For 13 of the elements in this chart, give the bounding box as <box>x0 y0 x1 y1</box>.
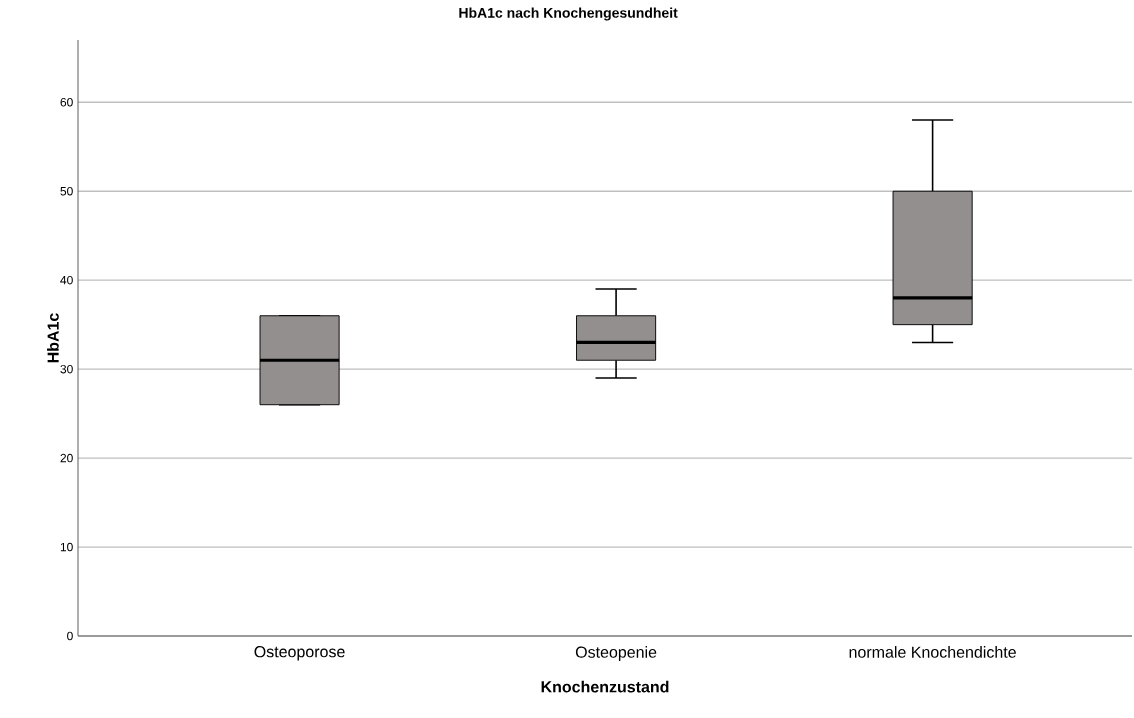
y-tick-label: 40 <box>60 275 73 285</box>
y-axis-title: HbA1c <box>47 313 59 363</box>
x-tick-label: normale Knochendichte <box>849 646 1016 658</box>
x-tick-label: Osteopenie <box>575 646 657 661</box>
x-tick-label: Osteoporose <box>254 646 345 661</box>
y-tick-label: 0 <box>67 631 73 641</box>
chart-title: HbA1c nach Knochengesundheit <box>459 7 678 21</box>
y-tick-label: 30 <box>60 364 73 374</box>
y-tick-label: 10 <box>60 542 73 552</box>
y-tick-label: 50 <box>60 186 73 196</box>
y-tick-label: 60 <box>60 98 73 107</box>
y-tick-label: 20 <box>60 453 73 463</box>
x-axis-title: Knochenzustand <box>541 680 669 693</box>
